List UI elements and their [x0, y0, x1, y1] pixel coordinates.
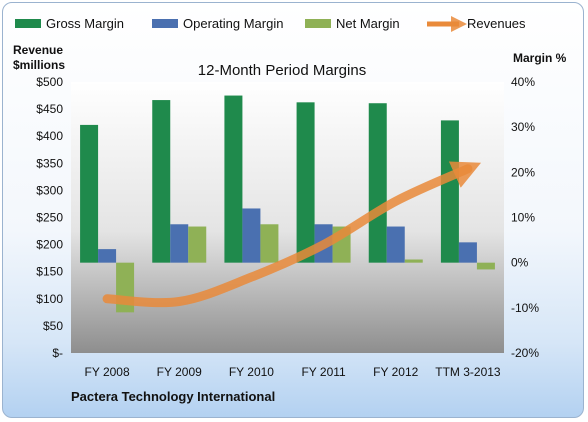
left-tick-label: $450	[36, 102, 63, 116]
legend-item-net-margin: Net Margin	[305, 16, 400, 31]
gross-margin-bar	[80, 124, 99, 263]
right-tick-label: 30%	[511, 120, 535, 134]
net-margin-bar	[188, 226, 207, 263]
left-tick-label: $-	[52, 346, 63, 360]
gross-margin-bar	[152, 100, 171, 263]
legend-item-operating-margin: Operating Margin	[152, 16, 283, 31]
legend-item-revenues: Revenues	[427, 15, 526, 33]
chart-title: 12-Month Period Margins	[198, 62, 366, 79]
bar-layer	[80, 95, 495, 313]
legend-swatch	[305, 19, 331, 28]
left-tick-label: $350	[36, 156, 63, 170]
operating-margin-bar	[170, 224, 189, 263]
category-label: FY 2009	[157, 365, 202, 379]
gross-margin-bar	[296, 102, 315, 263]
right-tick-label: 10%	[511, 211, 535, 225]
left-axis-title-line2: $millions	[13, 58, 65, 72]
gross-margin-bar	[440, 120, 459, 263]
operating-margin-bar	[458, 242, 477, 263]
margins-chart: Gross Margin Operating Margin Net Margin Re…	[13, 15, 567, 404]
left-axis: $- $50 $100 $150 $200 $250 $300 $350 $400 $450 $50…	[36, 75, 63, 360]
right-axis: -20% -10% 0% 10% 20% 30% 40%	[511, 75, 539, 360]
right-tick-label: -20%	[511, 346, 539, 360]
category-label: FY 2011	[301, 365, 346, 379]
right-tick-label: 0%	[511, 256, 529, 270]
left-axis-title-line1: Revenue	[13, 43, 63, 57]
chart-legend: Gross Margin Operating Margin Net Margin Re…	[15, 15, 526, 33]
plot-area	[71, 82, 504, 353]
net-margin-bar	[476, 262, 495, 270]
legend-label: Operating Margin	[183, 16, 283, 31]
x-axis: FY 2008 FY 2009 FY 2010 FY 2011 FY 2012 TTM 3…	[85, 365, 501, 379]
legend-label: Gross Margin	[46, 16, 124, 31]
operating-margin-bar	[98, 249, 117, 263]
gross-margin-bar	[224, 95, 243, 263]
operating-margin-bar	[242, 208, 261, 263]
operating-margin-bar	[386, 226, 405, 263]
legend-item-gross-margin: Gross Margin	[15, 16, 124, 31]
left-tick-label: $300	[36, 183, 63, 197]
category-label: FY 2010	[229, 365, 274, 379]
left-tick-label: $100	[36, 292, 63, 306]
category-label: TTM 3-2013	[435, 365, 501, 379]
revenues-line	[102, 161, 482, 308]
net-margin-bar	[260, 224, 279, 263]
category-label: FY 2012	[373, 365, 418, 379]
gross-margin-bar	[368, 103, 387, 263]
revenue-line-layer	[102, 161, 482, 308]
category-label: FY 2008	[85, 365, 130, 379]
left-tick-label: $500	[36, 75, 63, 89]
left-tick-label: $200	[36, 238, 63, 252]
company-name: Pactera Technology International	[71, 389, 275, 404]
right-tick-label: 40%	[511, 75, 535, 89]
chart-card: Gross Margin Operating Margin Net Margin Re…	[2, 2, 584, 418]
right-axis-title: Margin %	[513, 51, 567, 65]
right-tick-label: 20%	[511, 165, 535, 179]
legend-swatch	[152, 19, 178, 28]
net-margin-bar	[404, 259, 423, 263]
legend-label: Net Margin	[336, 16, 400, 31]
left-tick-label: $50	[43, 319, 63, 333]
left-tick-label: $150	[36, 265, 63, 279]
right-tick-label: -10%	[511, 301, 539, 315]
legend-swatch	[15, 19, 41, 28]
left-tick-label: $250	[36, 211, 63, 225]
left-tick-label: $400	[36, 129, 63, 143]
legend-label: Revenues	[467, 16, 526, 31]
